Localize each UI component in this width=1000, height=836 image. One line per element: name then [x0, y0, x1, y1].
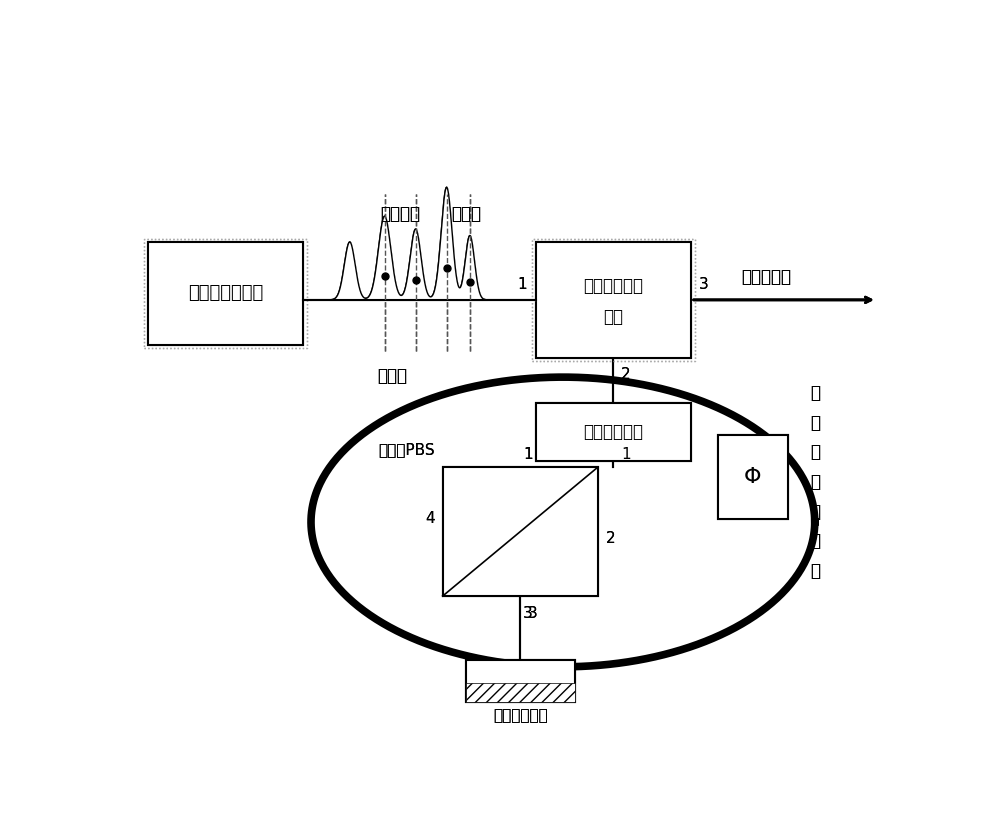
- Text: 1: 1: [523, 447, 533, 462]
- Text: 偏振控制模块: 偏振控制模块: [583, 423, 643, 441]
- Text: 诱骗态: 诱骗态: [377, 368, 407, 385]
- Bar: [466, 683, 574, 702]
- Text: 光学路径选择: 光学路径选择: [583, 277, 643, 295]
- Text: 3: 3: [523, 605, 533, 620]
- Text: 位: 位: [810, 473, 820, 491]
- Text: 法拉第旋转镜: 法拉第旋转镜: [493, 709, 548, 724]
- Text: 调: 调: [810, 502, 820, 521]
- Text: 4: 4: [425, 512, 435, 526]
- Text: 高: 高: [810, 385, 820, 402]
- Text: 器: 器: [810, 562, 820, 580]
- Text: 1: 1: [621, 447, 631, 462]
- Text: 信号态: 信号态: [451, 205, 481, 222]
- Bar: [144, 239, 307, 348]
- Bar: [466, 660, 574, 702]
- Bar: [466, 683, 574, 702]
- Bar: [532, 239, 695, 361]
- Text: 1: 1: [523, 447, 533, 462]
- Bar: [148, 242, 303, 345]
- Text: 模块: 模块: [603, 308, 623, 326]
- Text: 制: 制: [810, 533, 820, 550]
- Text: 4: 4: [425, 512, 435, 526]
- Text: 零光子态: 零光子态: [380, 205, 420, 222]
- Bar: [443, 467, 598, 596]
- Bar: [718, 435, 788, 518]
- Text: Φ: Φ: [744, 466, 762, 487]
- Text: 制: 制: [810, 533, 820, 550]
- Bar: [718, 435, 788, 518]
- Bar: [443, 467, 598, 596]
- Text: 信号态: 信号态: [451, 205, 481, 222]
- Text: 四端口PBS: 四端口PBS: [378, 442, 435, 457]
- Text: 位: 位: [810, 473, 820, 491]
- Text: 速: 速: [810, 414, 820, 432]
- Text: Φ: Φ: [744, 466, 762, 487]
- Text: 3: 3: [698, 278, 708, 292]
- Bar: [148, 242, 303, 345]
- Text: 诱骗态单光子源: 诱骗态单光子源: [188, 284, 263, 303]
- Bar: [536, 403, 691, 461]
- Text: 偏振控制模块: 偏振控制模块: [583, 423, 643, 441]
- Text: 零光子态: 零光子态: [380, 205, 420, 222]
- Text: 调: 调: [810, 502, 820, 521]
- Text: 2: 2: [606, 531, 615, 546]
- Text: 诱骗态单光子源: 诱骗态单光子源: [188, 284, 263, 303]
- Text: 2: 2: [621, 368, 631, 382]
- Text: 1: 1: [517, 278, 526, 292]
- Text: 2: 2: [621, 368, 631, 382]
- Text: 光学路径选择: 光学路径选择: [583, 277, 643, 295]
- Text: 1: 1: [621, 447, 631, 462]
- Text: 相: 相: [810, 443, 820, 461]
- Bar: [144, 239, 307, 348]
- Bar: [532, 239, 695, 361]
- Text: 1: 1: [517, 278, 526, 292]
- Text: 量子态输出: 量子态输出: [741, 268, 791, 286]
- Text: 四端口PBS: 四端口PBS: [378, 442, 435, 457]
- Text: 模块: 模块: [603, 308, 623, 326]
- Text: 3: 3: [523, 605, 533, 620]
- Text: 器: 器: [810, 562, 820, 580]
- Text: 量子态输出: 量子态输出: [741, 268, 791, 286]
- Text: 2: 2: [606, 531, 615, 546]
- Bar: [536, 403, 691, 461]
- Text: 3: 3: [528, 605, 538, 620]
- Text: 法拉第旋转镜: 法拉第旋转镜: [493, 709, 548, 724]
- Text: 3: 3: [698, 278, 708, 292]
- Bar: [536, 242, 691, 358]
- Text: 诱骗态: 诱骗态: [377, 368, 407, 385]
- Text: 3: 3: [528, 605, 538, 620]
- Text: 速: 速: [810, 414, 820, 432]
- Bar: [466, 660, 574, 702]
- Text: 高: 高: [810, 385, 820, 402]
- Bar: [536, 242, 691, 358]
- Text: 相: 相: [810, 443, 820, 461]
